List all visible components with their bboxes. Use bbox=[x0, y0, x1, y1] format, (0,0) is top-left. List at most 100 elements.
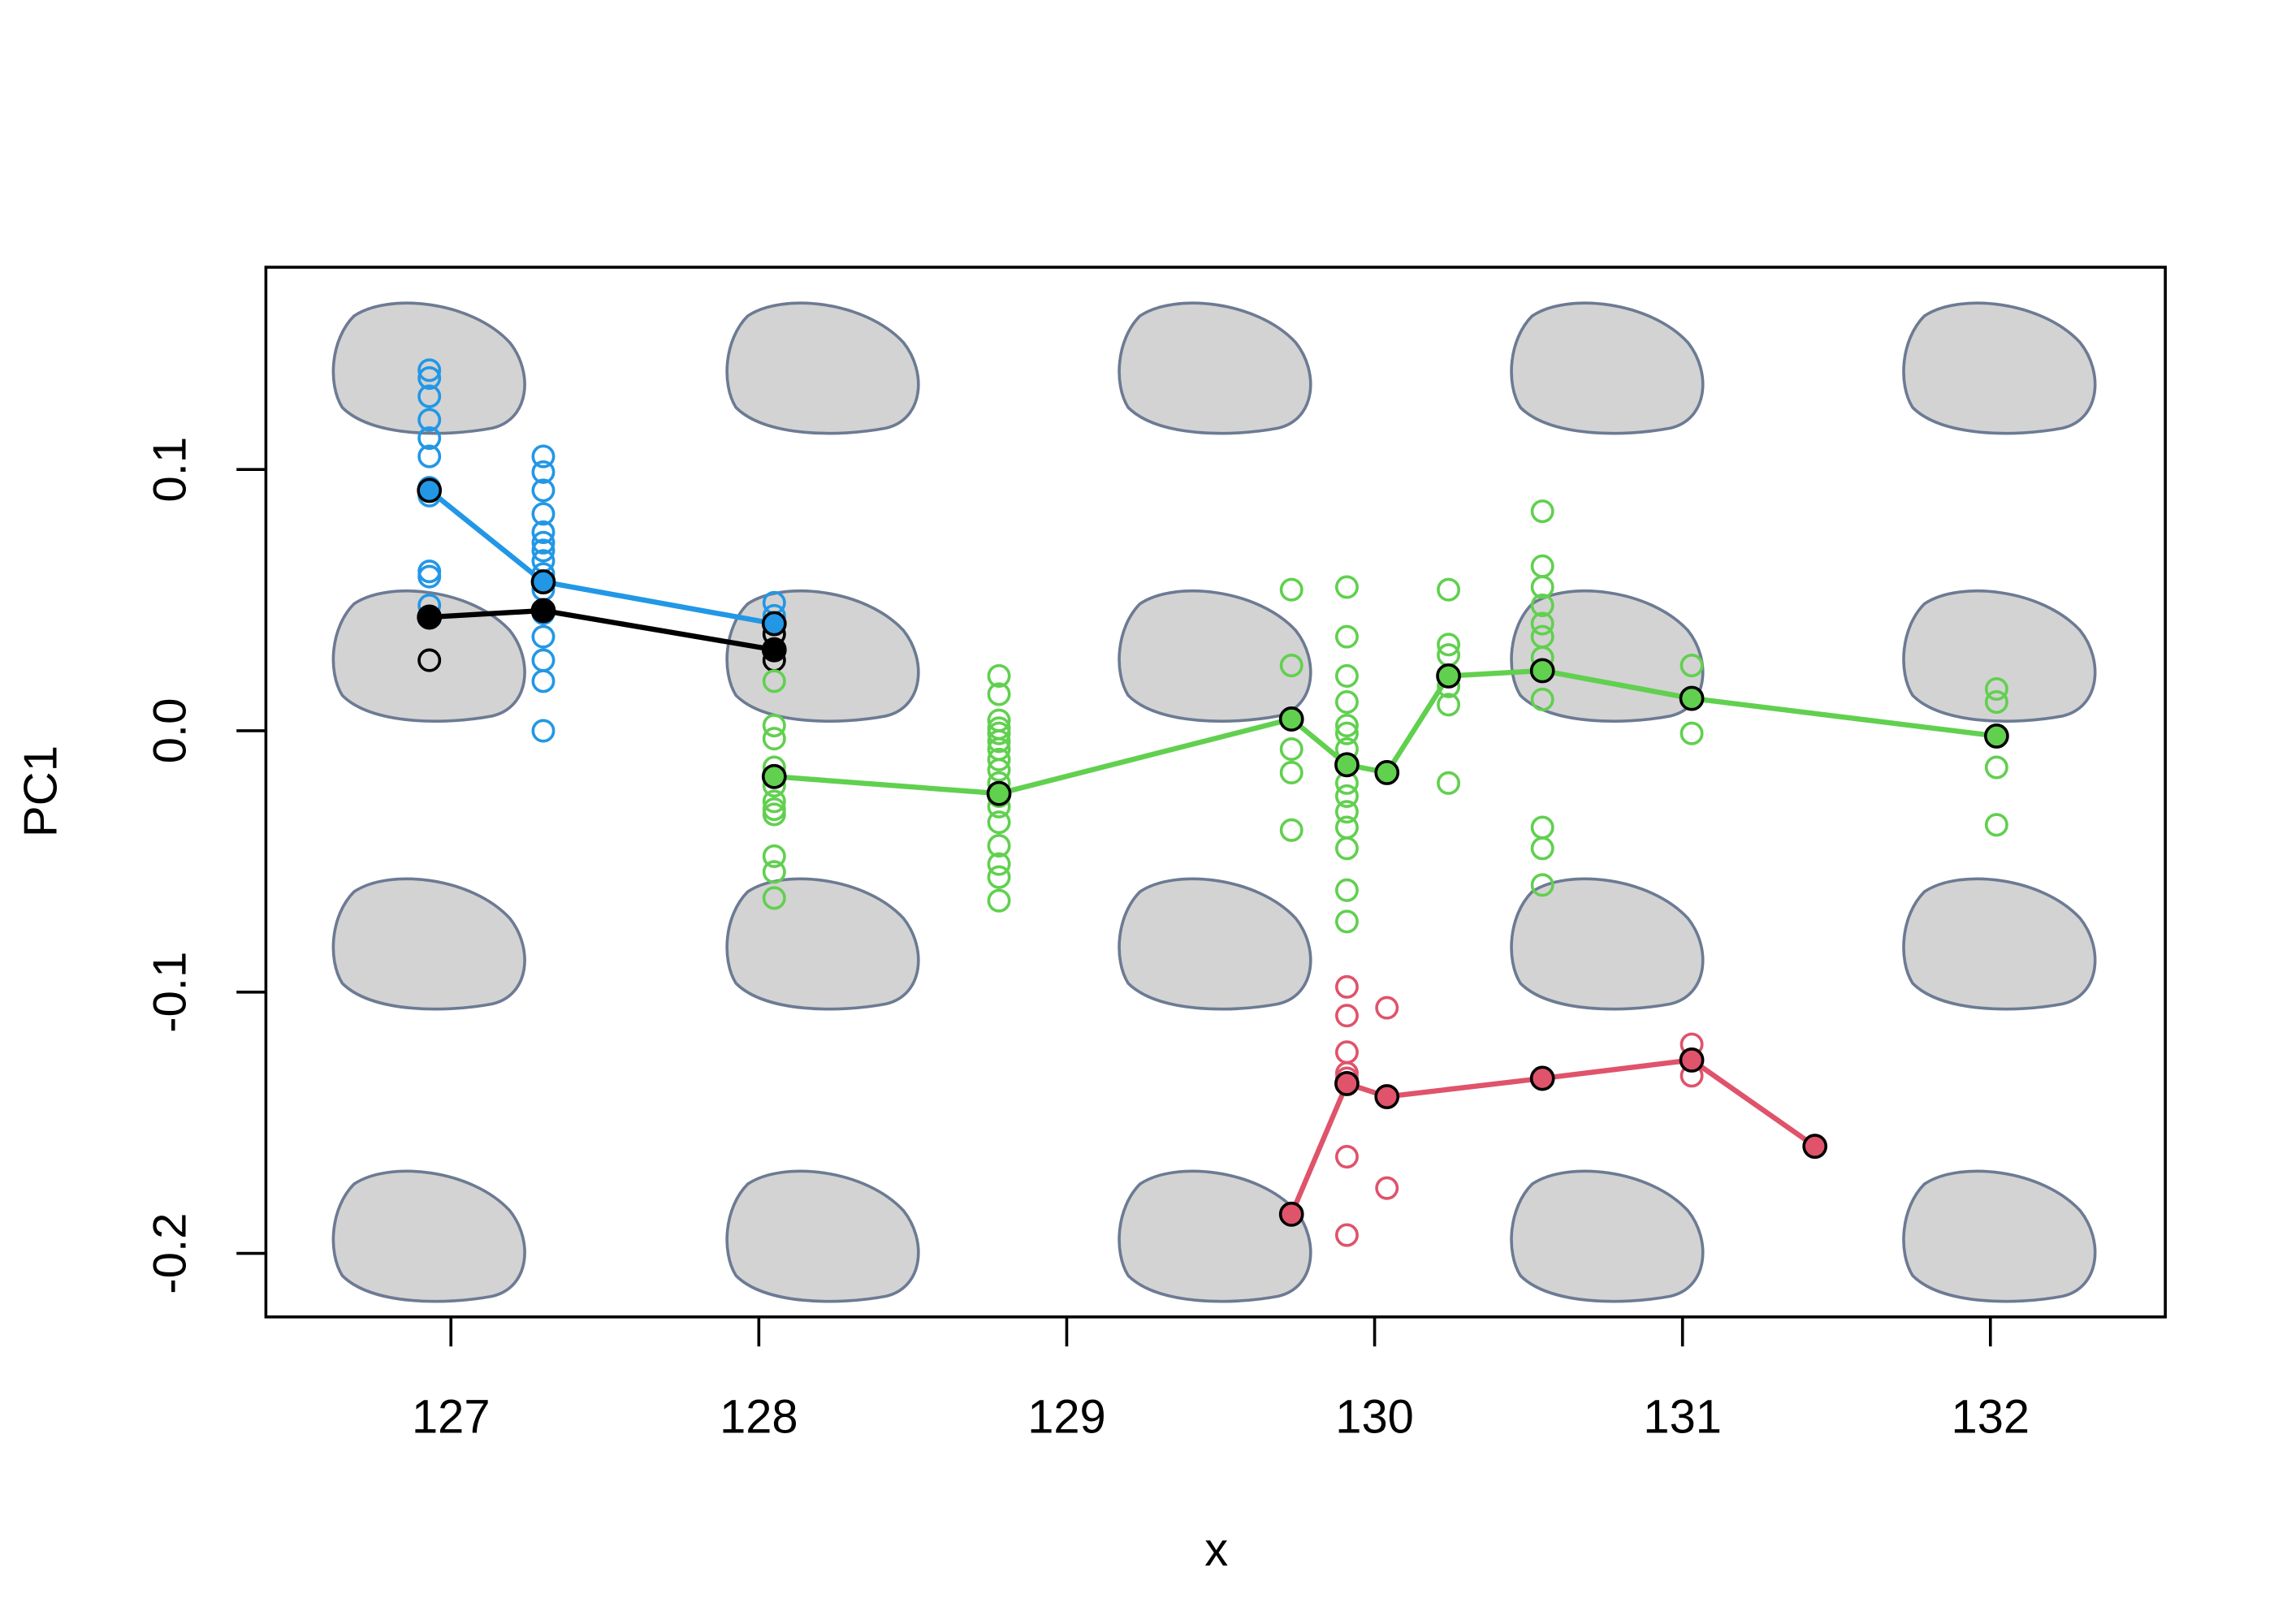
point bbox=[1334, 836, 1359, 861]
point bbox=[987, 663, 1011, 688]
mean-point bbox=[1278, 1201, 1304, 1227]
point bbox=[531, 538, 556, 563]
point bbox=[1984, 755, 2008, 780]
point bbox=[987, 888, 1011, 913]
mean-point bbox=[1334, 1070, 1360, 1096]
point bbox=[417, 648, 442, 672]
y-tick-label: 0.0 bbox=[144, 698, 197, 764]
point bbox=[1334, 575, 1359, 599]
mean-point bbox=[1679, 685, 1705, 711]
point bbox=[417, 358, 442, 382]
mean-point bbox=[761, 637, 787, 663]
point bbox=[1530, 499, 1554, 524]
point bbox=[1279, 736, 1303, 762]
point bbox=[762, 802, 786, 827]
point bbox=[1375, 1176, 1399, 1200]
point bbox=[1530, 593, 1554, 618]
point bbox=[1680, 721, 1704, 745]
mean-point bbox=[417, 604, 443, 630]
point bbox=[762, 844, 786, 869]
point bbox=[531, 444, 556, 469]
x-tick-label: 131 bbox=[1643, 1390, 1722, 1443]
point bbox=[1334, 1145, 1359, 1169]
shape bbox=[1510, 1169, 1705, 1303]
x-axis-label: x bbox=[1204, 1523, 1228, 1576]
shape bbox=[1118, 1169, 1312, 1303]
shape bbox=[1510, 301, 1705, 435]
y-tick-label: 0.1 bbox=[144, 437, 197, 503]
point bbox=[1334, 714, 1359, 738]
mean-point bbox=[417, 477, 443, 503]
point bbox=[1437, 577, 1461, 602]
shape bbox=[1118, 590, 1312, 723]
mean-point bbox=[1374, 1084, 1400, 1109]
point bbox=[531, 530, 556, 555]
point bbox=[762, 860, 786, 884]
point bbox=[1530, 815, 1554, 840]
mean-point bbox=[530, 598, 556, 624]
point bbox=[531, 624, 556, 649]
x-tick-label: 130 bbox=[1335, 1390, 1414, 1443]
shape bbox=[331, 877, 526, 1011]
mean-line bbox=[427, 488, 775, 627]
point bbox=[531, 669, 556, 693]
mean-point bbox=[1436, 663, 1461, 689]
mean-point bbox=[1529, 658, 1555, 684]
point bbox=[1334, 1223, 1359, 1247]
point bbox=[987, 682, 1011, 706]
point bbox=[1530, 873, 1554, 897]
plot-frame bbox=[264, 266, 2167, 1319]
point bbox=[1334, 815, 1359, 840]
point bbox=[1530, 611, 1554, 636]
mean-point bbox=[1984, 723, 2009, 749]
shape bbox=[331, 590, 526, 723]
point bbox=[987, 729, 1011, 754]
point bbox=[1334, 800, 1359, 824]
y-axis-label: PC1 bbox=[15, 745, 67, 837]
point bbox=[417, 564, 442, 589]
shape bbox=[1510, 590, 1705, 723]
x-tick-label: 127 bbox=[412, 1390, 491, 1443]
point bbox=[1375, 996, 1399, 1020]
point bbox=[1279, 818, 1303, 842]
point bbox=[1334, 721, 1359, 745]
point bbox=[1334, 974, 1359, 999]
shape bbox=[1902, 1169, 2097, 1303]
point bbox=[1279, 653, 1303, 678]
point bbox=[1279, 760, 1303, 785]
point bbox=[1334, 663, 1359, 688]
point bbox=[1437, 693, 1461, 717]
point bbox=[417, 365, 442, 391]
point bbox=[1437, 771, 1461, 795]
point bbox=[1984, 690, 2008, 715]
point bbox=[1334, 624, 1359, 649]
mean-point bbox=[1374, 760, 1400, 785]
shape bbox=[725, 590, 920, 723]
mean-point bbox=[761, 611, 787, 637]
shape bbox=[725, 301, 920, 435]
point bbox=[1530, 836, 1554, 861]
background-shapes bbox=[331, 301, 2097, 1303]
mean-point bbox=[1334, 752, 1360, 778]
point bbox=[531, 648, 556, 672]
point bbox=[987, 852, 1011, 876]
point bbox=[1334, 784, 1359, 808]
point bbox=[762, 714, 786, 738]
point bbox=[1530, 687, 1554, 711]
point bbox=[417, 384, 442, 408]
point bbox=[531, 520, 556, 544]
point bbox=[1530, 554, 1554, 578]
mean-point bbox=[761, 763, 787, 789]
point bbox=[417, 444, 442, 469]
point bbox=[987, 834, 1011, 858]
point bbox=[987, 865, 1011, 889]
point bbox=[1334, 878, 1359, 902]
point bbox=[531, 460, 556, 484]
mean-point bbox=[1802, 1134, 1828, 1160]
point bbox=[762, 669, 786, 693]
y-tick-label: -0.1 bbox=[144, 952, 197, 1033]
mean-point bbox=[986, 780, 1012, 806]
x-tick-label: 128 bbox=[720, 1390, 798, 1443]
